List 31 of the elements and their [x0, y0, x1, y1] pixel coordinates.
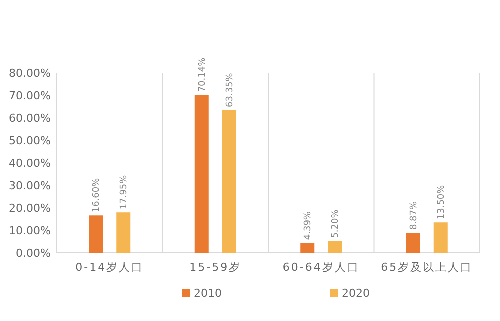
bar [406, 233, 420, 253]
y-tick-label: 20.00% [9, 202, 51, 215]
bar [194, 95, 209, 253]
bar [300, 243, 315, 253]
data-label: 4.39% [304, 211, 314, 240]
y-tick-label: 80.00% [9, 67, 51, 80]
data-label: 70.14% [198, 57, 208, 92]
legend-label: 2010 [194, 287, 222, 300]
bar [434, 222, 448, 253]
x-tick-label: 65岁及以上人口 [381, 261, 474, 274]
y-tick-label: 50.00% [9, 134, 51, 148]
data-label: 16.60% [92, 178, 102, 213]
y-tick-label: 10.00% [9, 224, 51, 238]
bar [328, 241, 342, 253]
data-label: 8.87% [409, 201, 420, 230]
y-tick-label: 40.00% [9, 157, 51, 170]
y-tick-label: 60.00% [9, 112, 51, 125]
y-tick-label: 30.00% [9, 180, 51, 192]
bar [116, 212, 131, 253]
data-label: 17.95% [120, 174, 130, 210]
x-tick-label: 60-64岁人口 [282, 261, 360, 274]
data-label: 13.50% [436, 184, 447, 220]
x-tick-label: 0-14岁人口 [76, 261, 144, 274]
data-label: 5.20% [331, 209, 342, 238]
y-tick-label: 0.00% [16, 247, 51, 260]
y-tick-label: 70.00% [9, 90, 51, 102]
x-tick-label: 15-59岁 [190, 261, 242, 274]
bar [89, 216, 104, 253]
legend-label: 2020 [342, 287, 370, 300]
bar [222, 110, 236, 253]
data-label: 63.35% [225, 72, 236, 108]
